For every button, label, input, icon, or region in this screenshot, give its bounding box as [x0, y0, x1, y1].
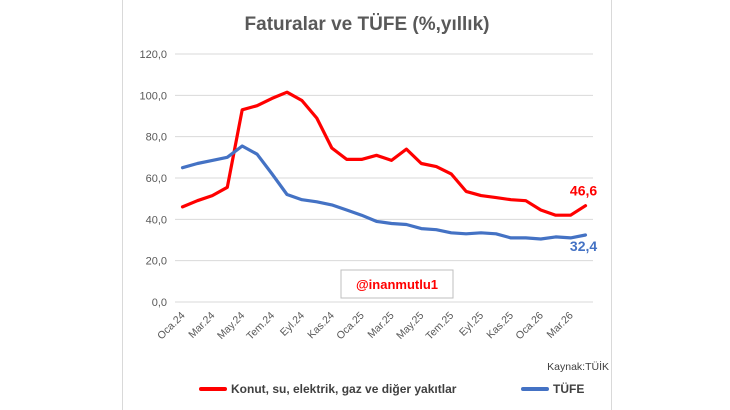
y-tick-label: 0,0 [152, 297, 167, 309]
x-tick-label: Oca.24 [155, 310, 188, 343]
x-tick-label: Oca.25 [334, 310, 367, 343]
end-value-label: 32,4 [570, 238, 597, 254]
watermark-box [340, 269, 454, 299]
x-tick-label: Eyl.24 [278, 310, 307, 339]
x-tick-label: Eyl.25 [457, 310, 486, 339]
x-tick-label: Tem.24 [244, 310, 277, 343]
x-tick-label: May.25 [394, 310, 426, 342]
watermark: @inanmutlu1 [340, 269, 454, 299]
series-line-2 [180, 144, 588, 241]
x-tick-label: Mar.24 [186, 310, 217, 341]
end-labels: 46,6 32,4 [570, 183, 597, 254]
chart-frame: Faturalar ve TÜFE (%,yıllık) 0,0 20,0 40,0… [122, 0, 612, 410]
watermark-text: @inanmutlu1 [356, 277, 438, 292]
legend-label: TÜFE [553, 381, 584, 396]
x-tick-label: Mar.25 [365, 310, 396, 341]
source-note: Kaynak:TÜİK [547, 360, 609, 373]
y-tick-label: 20,0 [146, 256, 167, 268]
y-tick-label: 100,0 [139, 90, 167, 102]
y-tick-label: 80,0 [146, 132, 167, 144]
legend-label: Konut, su, elektrik, gaz ve diğer yakıtl… [231, 382, 457, 396]
grid-lines [175, 53, 593, 303]
x-tick-label: Tem.25 [423, 310, 456, 343]
end-value-label: 46,6 [570, 183, 597, 199]
line-chart: Faturalar ve TÜFE (%,yıllık) 0,0 20,0 40,0… [139, 14, 609, 396]
chart-title: Faturalar ve TÜFE (%,yıllık) [245, 14, 490, 35]
legend: Konut, su, elektrik, gaz ve diğer yakıtl… [199, 381, 584, 396]
series-lines [180, 90, 588, 241]
x-tick-label: Kas.25 [484, 310, 516, 342]
x-tick-label: Oca.26 [513, 310, 546, 343]
y-tick-label: 40,0 [146, 214, 167, 226]
x-tick-label: Kas.24 [305, 310, 337, 342]
series-line-1 [180, 90, 588, 217]
x-tick-label: May.24 [215, 310, 247, 342]
x-tick-label: Mar.26 [545, 310, 576, 341]
y-tick-label: 120,0 [139, 49, 167, 61]
y-tick-label: 60,0 [146, 173, 167, 185]
y-axis-ticks: 0,0 20,0 40,0 60,0 80,0 100,0 120,0 [139, 49, 167, 309]
